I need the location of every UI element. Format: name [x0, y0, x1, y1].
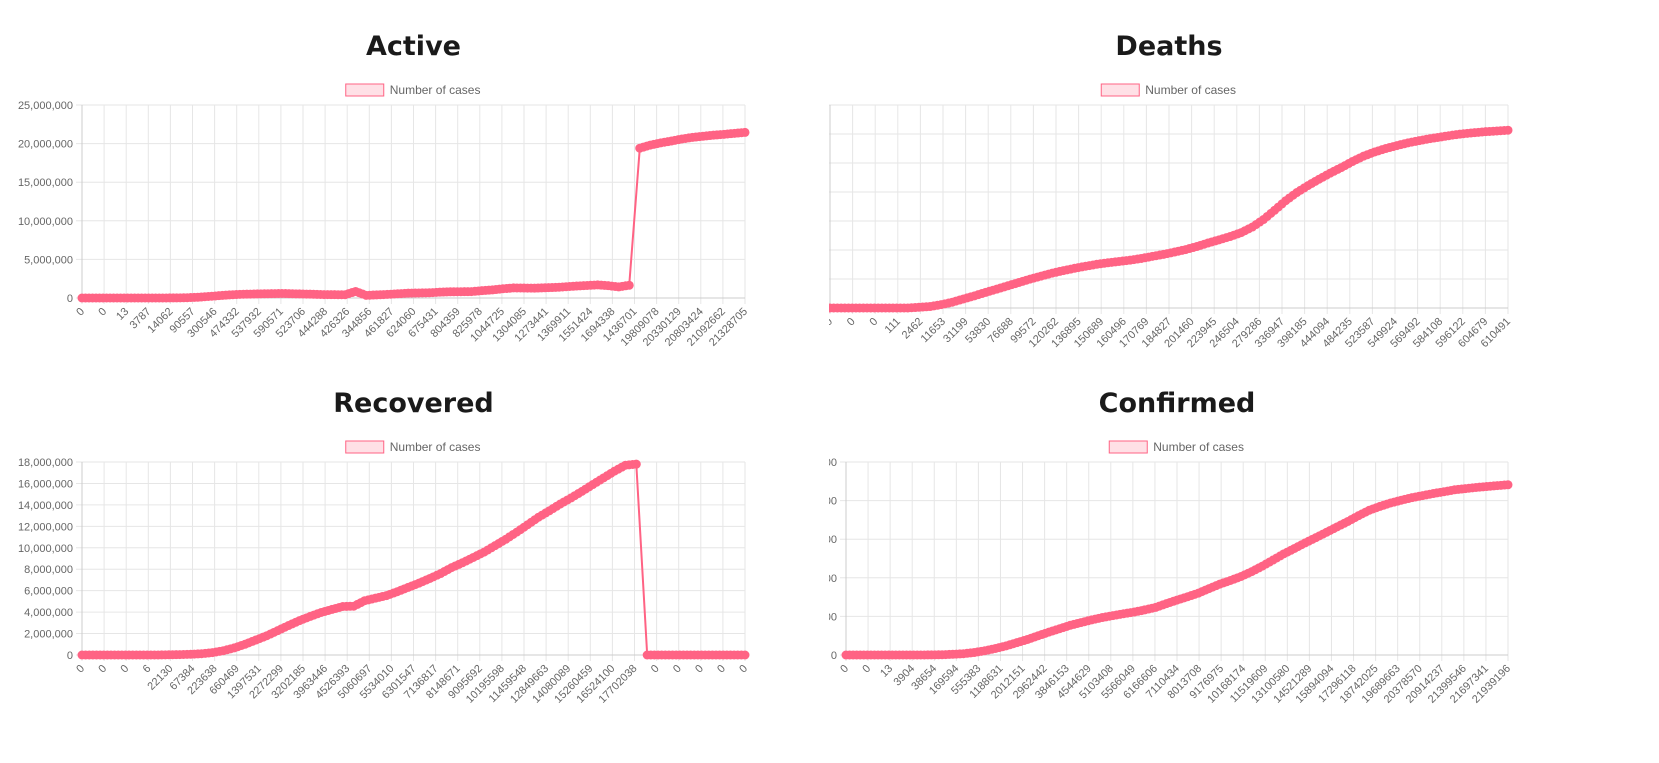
legend-label: Number of cases	[390, 440, 481, 454]
chart-active-svg: Active Number of cases 25,000,000 20,000,00…	[18, 31, 750, 349]
x-tick-label: 0	[829, 316, 835, 329]
y-tick-label: 2,000,000	[24, 629, 73, 641]
legend[interactable]: Number of cases	[1100, 83, 1236, 97]
y-tick-label: 6,000,000	[24, 586, 73, 598]
series-points	[77, 127, 750, 303]
y-tick-label: 5,000,000	[829, 611, 837, 623]
chart-recovered: Recovered Number of cases 18,000,000 16,000…	[0, 381, 829, 762]
y-tick-label: 15,000,000	[829, 534, 837, 546]
data-point[interactable]	[624, 280, 634, 290]
legend[interactable]: Number of cases	[345, 440, 481, 454]
x-tick-label: 0	[860, 663, 873, 676]
x-tick-label: 0	[693, 663, 706, 676]
x-tick-label: 0	[74, 663, 87, 676]
x-tick-label: 0	[737, 663, 750, 676]
data-point[interactable]	[1503, 125, 1513, 135]
chart-active: Active Number of cases 25,000,000 20,000,00…	[0, 0, 829, 381]
y-tick-label: 12,000,000	[18, 521, 73, 533]
chart-title: Recovered	[333, 388, 494, 419]
data-point[interactable]	[1503, 480, 1513, 490]
legend-swatch	[1100, 83, 1140, 97]
x-tick-label: 0	[845, 316, 858, 329]
data-point[interactable]	[740, 650, 750, 660]
x-tick-label: 0	[671, 663, 684, 676]
legend-label: Number of cases	[390, 83, 481, 97]
y-tick-label: 25,000,000	[18, 100, 73, 112]
x-tick-label: 11653	[919, 316, 949, 346]
x-tick-label: 0	[715, 663, 728, 676]
chart-title: Confirmed	[1099, 388, 1256, 419]
y-tick-label: 0	[831, 650, 837, 662]
y-tick-label: 15,000,000	[18, 177, 73, 189]
series-points	[77, 459, 750, 660]
y-tick-label: 10,000,000	[18, 543, 73, 555]
x-tick-label: 0	[96, 306, 109, 319]
x-tick-label: 0	[868, 316, 881, 329]
x-tick-label: 0	[119, 663, 132, 676]
legend-label: Number of cases	[1145, 83, 1236, 97]
y-tick-label: 16,000,000	[18, 478, 73, 490]
legend-swatch	[1108, 440, 1148, 454]
chart-title: Deaths	[1115, 31, 1222, 62]
chart-confirmed-svg: Confirmed Number of cases 25,000,000 20,000…	[829, 388, 1513, 706]
x-tick-label: 13	[878, 663, 895, 680]
y-tick-label: 18,000,000	[18, 457, 73, 469]
x-tick-label: 0	[649, 663, 662, 676]
legend[interactable]: Number of cases	[1108, 440, 1244, 454]
y-tick-label: 20,000,000	[829, 496, 837, 508]
x-tick-label: 0	[74, 306, 87, 319]
legend-swatch	[345, 83, 385, 97]
legend[interactable]: Number of cases	[345, 83, 481, 97]
y-tick-label: 0	[67, 293, 73, 305]
x-tick-label: 0	[96, 663, 109, 676]
series-points	[841, 480, 1513, 660]
x-tick-label: 6	[141, 663, 154, 676]
y-tick-label: 25,000,000	[829, 457, 837, 469]
chart-confirmed: Confirmed Number of cases 25,000,000 20,000…	[829, 381, 1658, 762]
legend-swatch	[345, 440, 385, 454]
y-tick-label: 20,000,000	[18, 139, 73, 151]
x-tick-label: 0	[838, 663, 851, 676]
y-tick-label: 4,000,000	[24, 607, 73, 619]
y-tick-label: 5,000,000	[24, 254, 73, 266]
series-points	[829, 125, 1513, 313]
data-point[interactable]	[631, 459, 641, 469]
y-tick-label: 10,000,000	[18, 216, 73, 228]
legend-label: Number of cases	[1153, 440, 1244, 454]
y-tick-label: 8,000,000	[24, 564, 73, 576]
y-tick-label: 0	[67, 650, 73, 662]
x-tick-label: 13	[114, 306, 131, 323]
chart-title: Active	[366, 31, 461, 62]
y-tick-label: 10,000,000	[829, 573, 837, 585]
y-tick-label: 14,000,000	[18, 500, 73, 512]
data-point[interactable]	[740, 127, 750, 137]
chart-recovered-svg: Recovered Number of cases 18,000,000 16,000…	[18, 388, 750, 706]
